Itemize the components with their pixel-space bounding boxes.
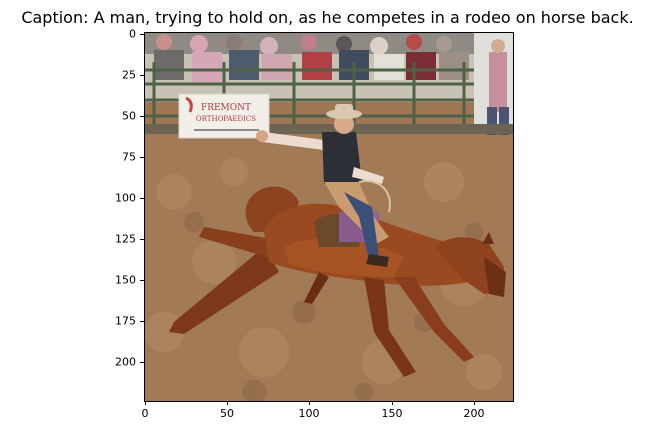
y-tick-label: 0 bbox=[129, 27, 136, 41]
y-tick-label: 50 bbox=[122, 109, 136, 123]
y-tick-mark bbox=[140, 198, 144, 199]
x-tick-mark bbox=[145, 401, 146, 405]
caption-title: Caption: A man, trying to hold on, as he… bbox=[21, 8, 634, 27]
x-tick-label: 0 bbox=[141, 407, 149, 420]
x-tick-label: 150 bbox=[381, 407, 403, 420]
y-tick-label: 125 bbox=[115, 232, 136, 246]
x-tick-label: 200 bbox=[463, 407, 485, 420]
y-tick-mark bbox=[140, 157, 144, 158]
y-tick-mark bbox=[140, 34, 144, 35]
y-tick-mark bbox=[140, 321, 144, 322]
sign-line-2: ORTHOPAEDICS bbox=[196, 115, 256, 123]
y-tick-label: 75 bbox=[122, 150, 136, 164]
y-tick-mark bbox=[140, 116, 144, 117]
y-tick-label: 100 bbox=[115, 191, 136, 205]
y-tick-mark bbox=[140, 280, 144, 281]
rodeo-photo: FREMONT ORTHOPAEDICS bbox=[144, 32, 513, 401]
y-tick-mark bbox=[140, 239, 144, 240]
x-tick-mark bbox=[227, 401, 228, 405]
x-tick-label: 100 bbox=[298, 407, 320, 420]
x-tick-mark bbox=[309, 401, 310, 405]
sign-line-1: FREMONT bbox=[201, 103, 251, 113]
x-tick-mark bbox=[392, 401, 393, 405]
y-tick-mark bbox=[140, 75, 144, 76]
x-tick-mark bbox=[474, 401, 475, 405]
y-tick-mark bbox=[140, 362, 144, 363]
y-tick-label: 175 bbox=[115, 314, 136, 328]
y-tick-label: 150 bbox=[115, 273, 136, 287]
x-tick-label: 50 bbox=[220, 407, 234, 420]
y-tick-label: 25 bbox=[122, 68, 136, 82]
y-tick-label: 200 bbox=[115, 355, 136, 369]
